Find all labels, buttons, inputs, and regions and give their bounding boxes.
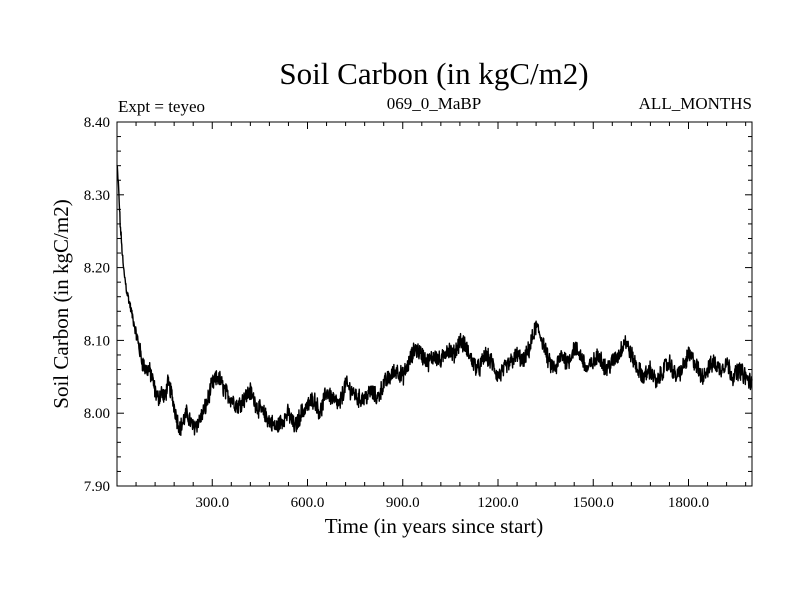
plot-frame bbox=[116, 121, 753, 487]
y-axis-label: Soil Carbon (in kgC/m2) bbox=[49, 199, 73, 408]
y-tick-label: 8.10 bbox=[84, 333, 110, 349]
y-tick-label: 8.20 bbox=[84, 261, 110, 277]
x-tick-label: 1800.0 bbox=[668, 495, 709, 511]
x-tick-label: 900.0 bbox=[386, 495, 420, 511]
y-tick-label: 7.90 bbox=[84, 479, 110, 495]
x-tick-label: 1500.0 bbox=[573, 495, 614, 511]
x-axis-label: Time (in years since start) bbox=[325, 514, 544, 538]
y-tick-label: 8.00 bbox=[84, 406, 110, 422]
series-line-soil-carbon bbox=[116, 165, 753, 437]
y-tick-label: 8.40 bbox=[84, 115, 110, 131]
x-axis: 300.0 600.0 900.0 1200.0 1500.0 1800.0 bbox=[135, 122, 747, 511]
series-layer bbox=[116, 165, 753, 437]
period-label: 069_0_MaBP bbox=[387, 94, 481, 113]
x-tick-label: 300.0 bbox=[195, 495, 229, 511]
x-tick-label: 1200.0 bbox=[477, 495, 518, 511]
y-tick-label: 8.30 bbox=[84, 188, 110, 204]
y-axis: 7.90 8.00 8.10 8.20 8.30 8.40 bbox=[84, 115, 752, 495]
chart-title: Soil Carbon (in kgC/m2) bbox=[279, 56, 588, 91]
x-tick-label: 600.0 bbox=[291, 495, 325, 511]
experiment-label: Expt = teyeo bbox=[118, 97, 205, 116]
months-label: ALL_MONTHS bbox=[639, 94, 752, 113]
